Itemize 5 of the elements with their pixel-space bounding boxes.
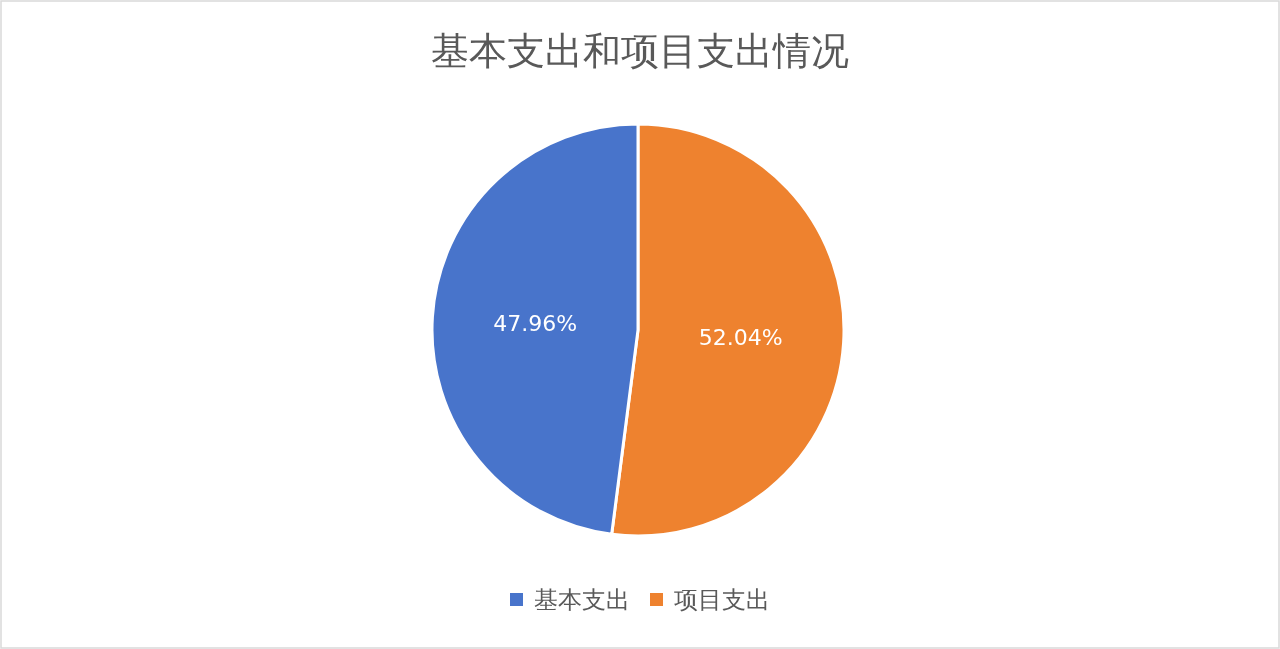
data-label: 52.04%	[698, 324, 783, 350]
legend-label: 基本支出	[534, 586, 630, 614]
legend-label: 项目支出	[674, 586, 770, 614]
chart-title: 基本支出和项目支出情况	[431, 29, 849, 73]
data-label: 47.96%	[493, 311, 578, 337]
